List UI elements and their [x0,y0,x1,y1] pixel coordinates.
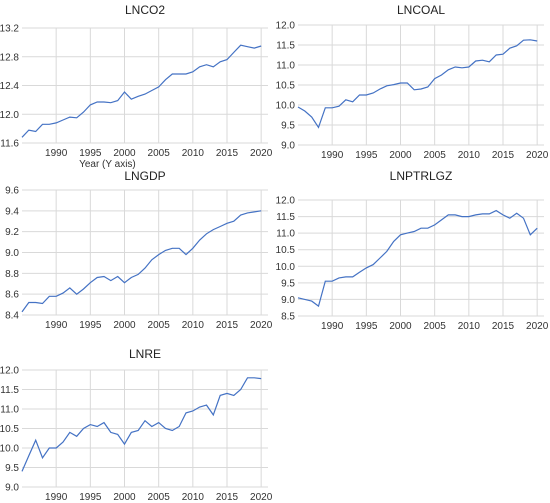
x-tick-label: 2005 [148,148,171,159]
y-tick-label: 9.0 [281,141,295,152]
y-tick-label: 10.0 [0,444,19,455]
x-tick-label: 2005 [424,321,447,332]
y-tick-label: 9.5 [281,278,295,289]
x-tick-label: 1990 [45,320,68,331]
x-tick-label: 1995 [355,321,378,332]
x-tick-label: 2015 [216,492,239,503]
x-tick-label: 2020 [250,148,273,159]
x-tick-label: 1995 [355,150,378,161]
x-tick-label: 2000 [389,321,412,332]
y-tick-label: 8.4 [5,311,19,322]
y-tick-label: 11.5 [276,212,295,223]
x-tick-label: 2010 [182,148,205,159]
x-tick-label: 2000 [113,148,136,159]
x-tick-label: 2010 [182,492,205,503]
y-tick-label: 12.0 [0,110,19,121]
x-tick-label: 2015 [216,320,239,331]
x-tick-label: 2005 [148,320,171,331]
y-tick-label: 10.0 [276,101,296,112]
chart-title-lngdp: LNGDP [124,169,165,183]
y-tick-label: 8.5 [281,312,295,323]
y-tick-label: 13.2 [0,24,19,35]
x-tick-label: 2005 [148,492,171,503]
y-tick-label: 10.0 [276,262,296,273]
x-tick-label: 2010 [458,150,481,161]
chart-title-lnre: LNRE [129,347,161,361]
chart-title-lnco2: LNCO2 [125,3,165,17]
y-tick-label: 12.4 [0,81,19,92]
y-tick-label: 11.5 [276,41,295,52]
y-tick-label: 12.8 [0,52,19,63]
y-tick-label: 8.8 [5,269,19,280]
x-tick-label: 2020 [250,492,273,503]
y-tick-label: 10.5 [276,245,296,256]
y-tick-label: 10.5 [276,81,296,92]
y-tick-label: 12.0 [276,21,296,32]
lncoal-series-line [297,39,538,129]
x-tick-label: 2020 [250,320,273,331]
x-tick-label: 2000 [113,320,136,331]
x-tick-label: 2015 [492,150,515,161]
y-tick-label: 9.0 [5,248,19,259]
x-tick-label: 2005 [424,150,447,161]
y-tick-label: 11.5 [0,385,19,396]
y-tick-label: 9.2 [5,227,19,238]
y-tick-label: 9.0 [281,295,295,306]
x-tick-label: 2020 [526,321,549,332]
x-axis-label: Year (Y axis) [79,159,136,170]
lnptrlgz-series-line [297,209,538,308]
lnco2-series-line [21,44,262,138]
y-tick-label: 9.5 [5,463,19,474]
x-tick-label: 1990 [321,150,344,161]
y-tick-label: 10.5 [0,424,19,435]
y-tick-label: 9.4 [5,206,19,217]
y-tick-label: 9.0 [5,483,19,494]
x-tick-label: 2000 [113,492,136,503]
x-tick-label: 1995 [79,148,102,159]
y-tick-label: 11.0 [0,405,19,416]
x-tick-label: 2015 [492,321,515,332]
y-tick-label: 12.0 [276,196,296,207]
x-tick-label: 2000 [389,150,412,161]
y-tick-label: 11.6 [0,139,19,150]
chart-title-lnptrlgz: LNPTRLGZ [390,169,453,183]
x-tick-label: 1995 [79,320,102,331]
y-tick-label: 8.6 [5,290,19,301]
x-tick-label: 1990 [45,492,68,503]
y-tick-label: 9.6 [5,186,19,197]
y-tick-label: 12.0 [0,366,19,377]
y-tick-label: 9.5 [281,121,295,132]
lnre-series-line [21,377,262,472]
x-tick-label: 1995 [79,492,102,503]
y-tick-label: 11.0 [276,229,295,240]
y-tick-label: 11.0 [276,61,295,72]
x-tick-label: 1990 [321,321,344,332]
lngdp-series-line [21,210,262,313]
x-tick-label: 2010 [458,321,481,332]
x-tick-label: 2020 [526,150,549,161]
x-tick-label: 2010 [182,320,205,331]
chart-title-lncoal: LNCOAL [397,3,445,17]
x-tick-label: 1990 [45,148,68,159]
x-tick-label: 2015 [216,148,239,159]
